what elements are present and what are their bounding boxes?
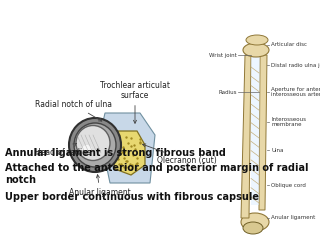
Text: Annular ligament is strong fibrous band: Annular ligament is strong fibrous band [5, 148, 226, 158]
Ellipse shape [243, 222, 263, 234]
Text: Attached to the anterior and posterior margin of radial: Attached to the anterior and posterior m… [5, 163, 308, 173]
Text: Articular disc: Articular disc [271, 42, 307, 48]
Ellipse shape [246, 35, 268, 45]
Polygon shape [259, 55, 267, 210]
Ellipse shape [69, 118, 121, 172]
Ellipse shape [243, 43, 269, 57]
Polygon shape [241, 55, 251, 218]
Text: Radial notch of ulna: Radial notch of ulna [35, 100, 112, 121]
Text: Anular ligament: Anular ligament [271, 216, 315, 221]
Text: Upper border continuous with fibrous capsule: Upper border continuous with fibrous cap… [5, 192, 259, 202]
Text: Wrist joint: Wrist joint [209, 53, 237, 58]
Text: Olecranon (cut): Olecranon (cut) [142, 144, 217, 165]
Text: Interosseous
membrane: Interosseous membrane [271, 117, 306, 127]
Text: Trochlear articulat
surface: Trochlear articulat surface [100, 81, 170, 123]
Text: Radius: Radius [219, 90, 237, 95]
Polygon shape [100, 113, 155, 183]
Text: notch: notch [5, 175, 36, 185]
Ellipse shape [76, 126, 110, 161]
Ellipse shape [74, 123, 116, 167]
Text: Head of radius: Head of radius [35, 144, 91, 157]
Polygon shape [111, 131, 145, 175]
Text: Oblique cord: Oblique cord [271, 182, 306, 187]
Text: Distal radio ulna joint: Distal radio ulna joint [271, 62, 320, 67]
Ellipse shape [241, 213, 269, 231]
Text: Ulna: Ulna [271, 148, 284, 152]
Polygon shape [251, 55, 260, 205]
Text: Aperture for anterior
interosseous artery: Aperture for anterior interosseous arter… [271, 87, 320, 97]
Ellipse shape [82, 145, 92, 153]
Text: Anular ligament: Anular ligament [69, 175, 131, 197]
